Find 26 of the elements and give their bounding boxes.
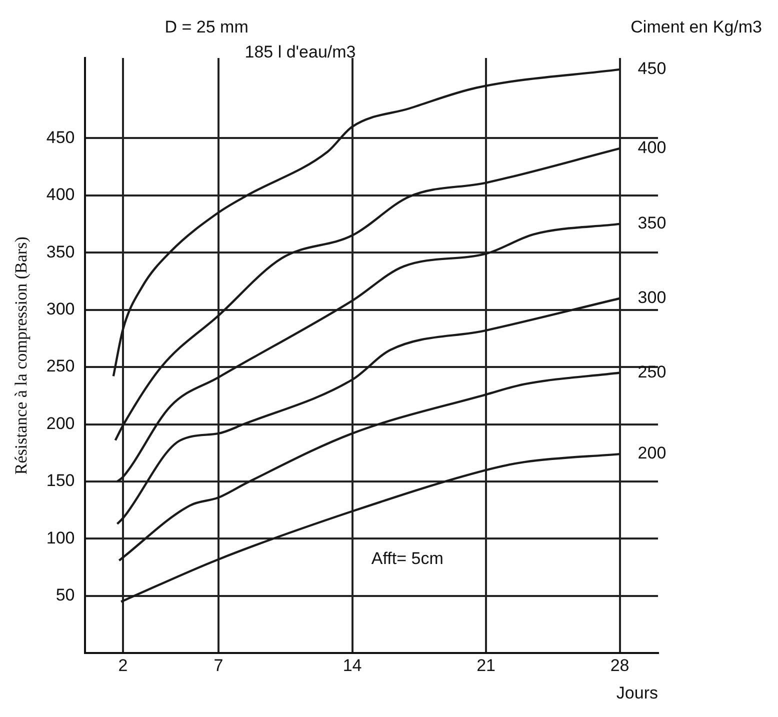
- series-label: 200: [638, 444, 666, 463]
- x-tick-label: 14: [342, 656, 362, 676]
- y-tick-label: 350: [46, 242, 75, 262]
- y-tick-label: 300: [46, 300, 75, 319]
- y-tick-label: 200: [46, 414, 75, 433]
- series-label: 350: [638, 214, 666, 233]
- x-axis-title: Jours: [616, 683, 658, 702]
- x-tick-label: 21: [476, 656, 496, 676]
- series-label: 250: [638, 362, 666, 382]
- annotation: 185 l d'eau/m3: [244, 42, 356, 62]
- x-tick-label: 28: [610, 656, 630, 676]
- x-tick-label: 7: [214, 656, 224, 676]
- series-label: 450: [638, 59, 666, 78]
- y-tick-label: 50: [56, 586, 75, 605]
- y-tick-label: 100: [46, 528, 75, 548]
- y-tick-label: 450: [46, 128, 75, 147]
- series-label: 300: [638, 288, 666, 308]
- y-tick-label: 150: [46, 471, 75, 490]
- legend-title: Ciment en Kg/m3: [630, 18, 762, 37]
- annotation: Afft= 5cm: [371, 549, 444, 568]
- y-tick-label: 400: [46, 185, 75, 204]
- series-label: 400: [638, 138, 666, 158]
- x-tick-label: 2: [118, 656, 128, 676]
- text: D = 25 mm: [164, 18, 248, 37]
- y-tick-label: 250: [46, 356, 75, 376]
- y-axis-title: Résistance à la compression (Bars): [12, 236, 31, 475]
